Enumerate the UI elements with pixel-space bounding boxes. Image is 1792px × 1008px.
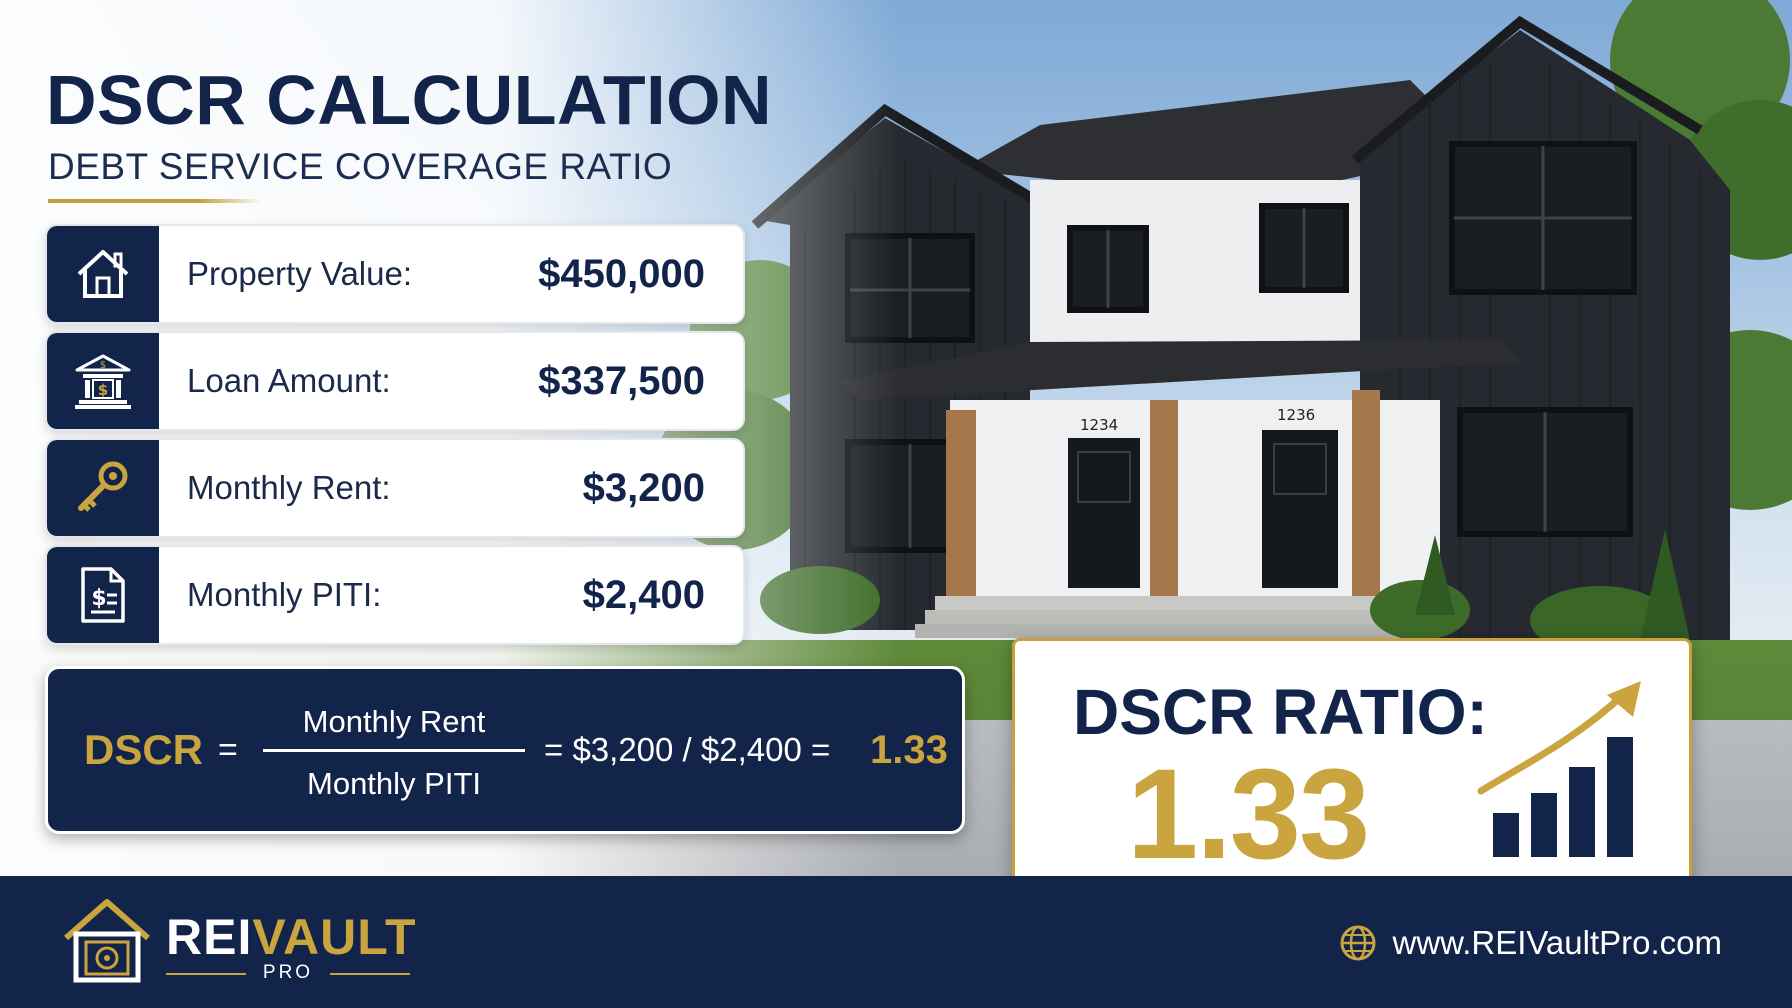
page-subtitle: DEBT SERVICE COVERAGE RATIO (48, 146, 673, 187)
metric-label: Property Value: (187, 255, 413, 292)
unit-number-right: 1236 (1277, 406, 1315, 424)
metric-value: $337,500 (538, 358, 705, 403)
website-url[interactable]: www.REIVaultPro.com (1392, 924, 1722, 961)
metric-monthly-piti: $ Monthly PITI: $2,400 (45, 545, 745, 645)
formula-equals: = (218, 730, 238, 769)
duplex-house-image: 1234 1236 (0, 0, 1792, 654)
bank-icon: $ $ (47, 333, 159, 429)
formula-fraction: Monthly Rent Monthly PITI (263, 699, 525, 808)
dscr-ratio-box: DSCR RATIO: 1.33 (1012, 638, 1692, 896)
svg-text:$: $ (98, 381, 108, 399)
website-link[interactable]: www.REIVaultPro.com (1339, 924, 1722, 962)
title-underline (48, 199, 263, 203)
metric-label: Loan Amount: (187, 362, 391, 399)
brand-name-secondary: VAULT (252, 909, 417, 965)
formula-calculation: = $3,200 / $2,400 = (544, 731, 831, 768)
growth-chart-icon (1477, 681, 1641, 857)
metric-label: Monthly Rent: (187, 469, 391, 506)
metric-monthly-rent: Monthly Rent: $3,200 (45, 438, 745, 538)
vault-house-icon (64, 899, 150, 983)
footer-bar (0, 876, 1792, 1008)
ratio-label: DSCR RATIO: (1073, 676, 1488, 748)
formula-lhs: DSCR (84, 726, 204, 773)
metric-value: $2,400 (582, 572, 705, 617)
metric-value: $450,000 (538, 251, 705, 296)
formula-numerator: Monthly Rent (302, 704, 486, 739)
metric-property-value: Property Value: $450,000 (45, 224, 745, 324)
metric-value: $3,200 (582, 465, 705, 510)
ratio-value: 1.33 (1127, 743, 1370, 886)
document-dollar-icon: $ (47, 547, 159, 643)
brand-sub-line-left (166, 973, 246, 975)
svg-text:$: $ (91, 586, 106, 611)
fraction-bar (263, 749, 525, 752)
brand-sub: PRO (166, 962, 410, 986)
brand-name-primary: REI (166, 909, 253, 965)
house-icon (47, 226, 159, 322)
globe-icon (1340, 925, 1376, 961)
formula-denominator: Monthly PITI (307, 766, 481, 801)
metrics-list: Property Value: $450,000 $ $ Loan Amount… (45, 224, 745, 652)
formula-box: DSCR = Monthly Rent Monthly PITI = $3,20… (45, 666, 965, 834)
page-title: DSCR CALCULATION (46, 61, 773, 139)
metric-label: Monthly PITI: (187, 576, 382, 613)
brand-sub-line-right (330, 973, 410, 975)
key-icon (47, 440, 159, 536)
brand-sub-text: PRO (262, 962, 314, 983)
unit-number-left: 1234 (1080, 416, 1118, 434)
svg-text:$: $ (100, 360, 106, 371)
metric-loan-amount: $ $ Loan Amount: $337,500 (45, 331, 745, 431)
formula-result: 1.33 (870, 727, 948, 772)
brand-name: REIVAULT (166, 908, 417, 966)
